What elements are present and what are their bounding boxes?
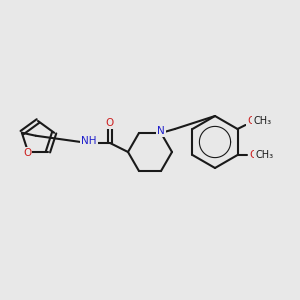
Text: NH: NH bbox=[81, 136, 97, 146]
Text: CH₃: CH₃ bbox=[256, 150, 274, 160]
Text: O: O bbox=[106, 118, 114, 128]
Text: O: O bbox=[249, 150, 258, 160]
Text: O: O bbox=[248, 116, 256, 126]
Text: N: N bbox=[157, 126, 165, 136]
Text: CH₃: CH₃ bbox=[254, 116, 272, 126]
Text: O: O bbox=[23, 148, 31, 158]
